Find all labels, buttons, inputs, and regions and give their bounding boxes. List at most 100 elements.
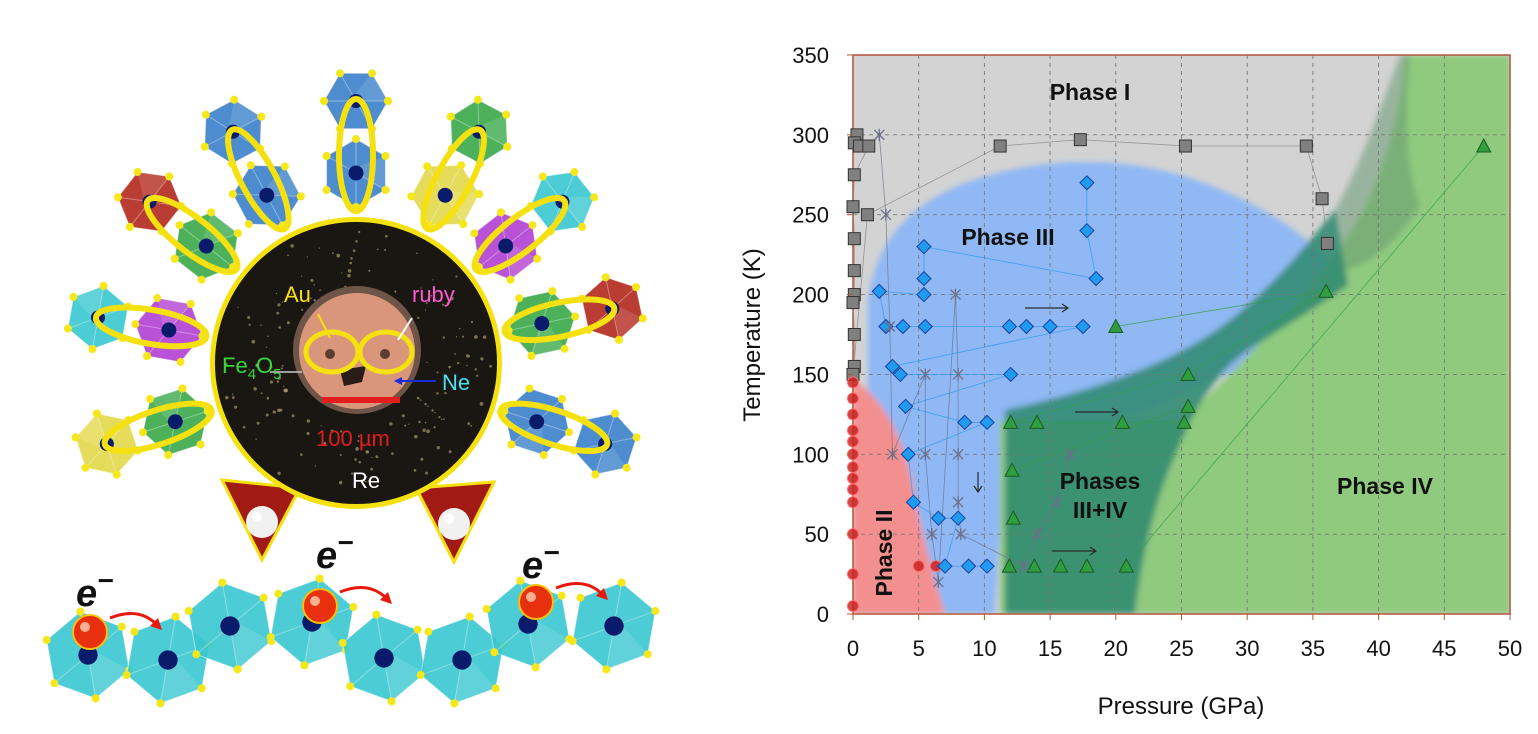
fe4o5-label: Fe4O5 [222,353,282,383]
data-point-square [1315,192,1329,206]
data-point-diamond [1001,318,1018,335]
data-point-square [860,208,874,222]
data-point-cross [950,288,961,301]
data-point-diamond [979,558,995,574]
speckle [375,455,379,459]
octahedra-ring [63,69,647,479]
speckle [355,447,359,451]
electron-icon [72,612,162,650]
y-tick-label: 300 [792,123,829,148]
data-point-square [847,232,861,246]
speckle [306,256,308,258]
speckle [376,248,379,251]
electron-hopping: e− e− e− [72,527,608,650]
highlight-ring [501,296,618,344]
speckle [319,289,321,292]
data-point-diamond [871,283,887,300]
speckle [276,380,280,383]
data-point-square [1320,236,1334,250]
x-tick-label: 10 [972,636,996,661]
speckle [422,428,426,432]
data-point-square [1299,139,1313,153]
data-point-cross [1051,496,1063,509]
data-point-diamond [979,414,995,431]
data-point-triangle [1005,510,1022,525]
data-point-square [1073,133,1087,147]
speckle [276,311,280,315]
speckle [419,399,422,401]
speckle [401,414,405,418]
speckle [436,445,441,450]
data-point-cross [919,368,931,381]
highlight-ring [101,400,215,454]
data-point-triangle [1176,414,1192,429]
highlight-ring [497,400,611,454]
speckle [384,234,388,238]
speckle [277,408,281,412]
speckle [420,287,422,289]
data-point-cross [1018,560,1030,573]
data-point-circle [847,392,859,405]
data-point-square [847,328,861,341]
x-tick-label: 25 [1169,636,1193,661]
data-point-diamond [895,318,911,335]
x-tick-label: 40 [1366,636,1390,661]
speckle [489,364,492,368]
data-point-cross [952,448,964,461]
speckle [432,279,434,281]
speckle [286,321,290,325]
speckle [255,363,259,367]
data-point-circle [847,376,859,389]
octahedron [122,612,214,708]
speckle [355,240,358,243]
data-point-triangle [1052,558,1069,573]
speckle [265,346,268,348]
speckle [433,426,436,429]
octahedron [500,384,574,459]
au-label: Au [284,282,311,307]
data-point-triangle [1475,137,1492,153]
electron-label-3: e− [522,537,560,587]
speckle [331,252,334,255]
y-tick-label: 100 [792,442,829,467]
data-point-diamond [960,558,977,574]
octahedron [338,610,430,706]
data-point-diamond [905,494,922,510]
speckle [318,247,321,249]
speckle [427,405,429,407]
electron-label-2: e− [316,527,354,577]
y-tick-label: 200 [792,283,829,308]
phase-iv-label: Phase IV [1337,473,1434,499]
x-tick-label: 5 [913,636,925,661]
highlight-ring [420,126,487,233]
data-point-cross [952,496,964,509]
data-point-cross [932,576,944,589]
data-point-circle [912,560,925,573]
data-point-diamond [917,318,933,335]
speckle [357,439,360,443]
speckle [341,272,343,274]
data-point-square [993,139,1007,153]
ne-label: Ne [442,370,470,395]
data-point-triangle [1180,366,1196,381]
speckle [370,467,374,471]
data-point-triangle [1180,398,1196,413]
speckle [466,364,468,367]
x-tick-labels: 0 5 10 15 20 25 30 35 40 45 50 [847,614,1522,661]
speckle [248,368,250,371]
octahedron [568,578,660,674]
speckle [444,391,447,395]
electron-icon [302,586,392,624]
octahedron [470,208,542,284]
octahedron [416,612,508,708]
speckle [368,269,371,272]
speckle [260,392,263,395]
data-point-circle [847,424,859,437]
speckle [340,430,343,433]
speckle [454,353,456,355]
speckle [231,396,235,399]
crystal-structure-illustration: Au ruby Fe4O5 Ne 100 µm Re e− e− e− [42,69,660,708]
data-point-diamond [892,366,909,383]
data-point-square [862,139,876,153]
data-point-diamond [916,286,932,303]
